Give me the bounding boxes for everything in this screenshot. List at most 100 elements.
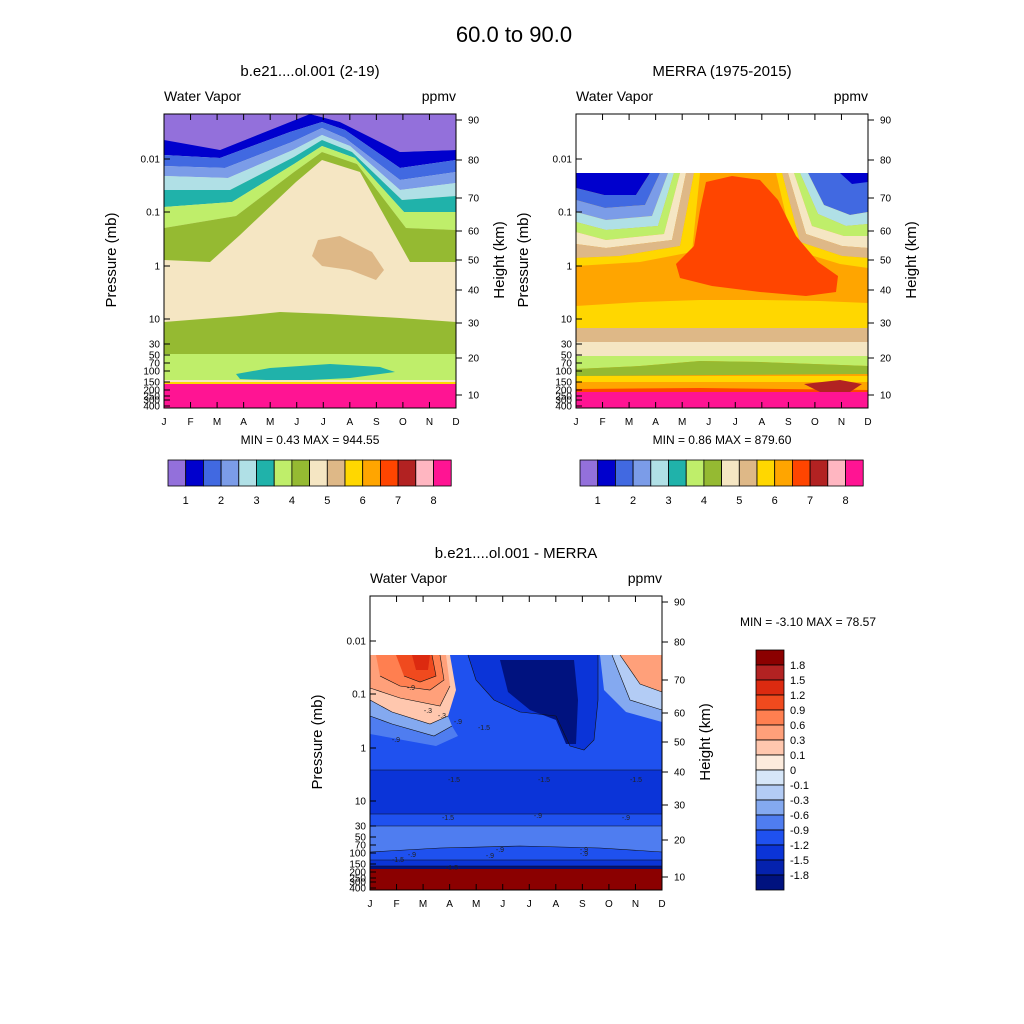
colorbar-label: -0.6	[790, 810, 809, 822]
x-tick-label: M	[419, 899, 427, 910]
y-tick-label: 0.01	[347, 637, 367, 648]
y2-tick-label: 70	[674, 676, 686, 687]
contour-band	[164, 380, 456, 382]
x-tick-label: J	[574, 417, 579, 428]
x-tick-label: O	[399, 417, 407, 428]
y-tick-label: 150	[143, 378, 160, 389]
y2-tick-label: 10	[674, 873, 686, 884]
y-tick-label: 100	[143, 367, 160, 378]
x-tick-label: A	[240, 417, 247, 428]
contour-band	[788, 173, 868, 248]
colorbar-swatch	[362, 459, 381, 487]
y2-tick-label: 30	[674, 801, 686, 812]
contour-band	[164, 152, 456, 262]
x-tick-label: S	[785, 417, 792, 428]
units-label: ppmv	[422, 88, 456, 104]
contour-band	[800, 173, 868, 226]
x-tick-label: D	[452, 417, 459, 428]
contour-band	[576, 300, 868, 328]
variable-label: Water Vapor	[576, 88, 653, 104]
plot-area	[164, 114, 456, 408]
colorbar-label: 4	[701, 495, 707, 507]
contour-band	[164, 146, 456, 230]
colorbar-swatch	[755, 874, 785, 891]
x-tick-label: F	[393, 899, 399, 910]
y2-axis: 90 80 70 60 50 40 30 20 10	[456, 116, 480, 402]
contour-label: -1.5	[538, 777, 550, 784]
y2-tick-label: 60	[674, 709, 686, 720]
x-tick-label: J	[294, 417, 299, 428]
y-tick-label: 0.1	[352, 690, 366, 701]
colorbar-swatch	[755, 814, 785, 831]
contour-band	[576, 356, 868, 369]
colorbar-swatch	[755, 754, 785, 771]
colorbar-swatch	[755, 844, 785, 861]
colorbar-label: 2	[630, 495, 636, 507]
colorbar-label: -0.1	[790, 780, 809, 792]
colorbar-label: 0.1	[790, 750, 805, 762]
y2-tick-label: 30	[468, 319, 480, 330]
contour-label: -.9	[454, 719, 462, 726]
colorbar-label: 7	[395, 495, 401, 507]
colorbar-swatch	[756, 459, 776, 487]
contour-label: -1.5	[630, 777, 642, 784]
colorbar-swatch	[755, 694, 785, 711]
x-tick-label: F	[187, 417, 193, 428]
contour-band	[164, 128, 456, 190]
x-tick-label: M	[213, 417, 221, 428]
y-tick-label: 50	[355, 833, 367, 844]
contour-band	[412, 655, 430, 670]
y2-tick-label: 20	[674, 836, 686, 847]
colorbar-swatch	[579, 459, 599, 487]
colorbar-swatch	[755, 679, 785, 696]
colorbar-swatch	[827, 459, 846, 487]
y2-axis: 90 80 70 60 50 40 30 20 10	[868, 116, 892, 402]
y2-tick-label: 70	[880, 194, 892, 205]
colorbar-label: 1	[595, 495, 601, 507]
x-tick-label: A	[652, 417, 659, 428]
x-tick-label: A	[758, 417, 765, 428]
colorbar-label: -1.8	[790, 870, 809, 882]
colorbar-swatch	[755, 829, 785, 846]
colorbar-swatch	[809, 459, 829, 487]
contour-label: -1.5	[392, 857, 404, 864]
x-tick-label: A	[552, 899, 559, 910]
y-tick-label: 0.1	[146, 208, 160, 219]
panel-title: b.e21....ol.001 (2-19)	[240, 63, 379, 80]
colorbar-label: 1	[183, 495, 189, 507]
y-axis-label: Pressure (mb)	[103, 212, 120, 307]
contour-label: -1.5	[448, 777, 460, 784]
panel-title: MERRA (1975-2015)	[652, 63, 791, 80]
contour-band	[370, 814, 662, 826]
colorbar-swatch	[755, 769, 785, 786]
y-tick-label: 10	[561, 315, 573, 326]
y2-axis-label: Height (km)	[491, 221, 508, 299]
panel-merra: MERRA (1975-2015) Water Vapor ppmv Press…	[515, 63, 920, 507]
colorbar-swatch	[291, 459, 310, 487]
y2-tick-label: 10	[880, 391, 892, 402]
colorbar-swatch	[845, 459, 864, 487]
variable-label: Water Vapor	[164, 88, 241, 104]
y2-tick-label: 80	[880, 156, 892, 167]
x-tick-label: J	[527, 899, 532, 910]
x-tick-label: O	[811, 417, 819, 428]
contour-label: -.9	[496, 847, 504, 854]
contour-band	[576, 173, 674, 230]
y2-tick-label: 50	[880, 256, 892, 267]
y-tick-label: 150	[555, 378, 572, 389]
x-tick-label: J	[321, 417, 326, 428]
y2-tick-label: 40	[880, 286, 892, 297]
x-tick-label: S	[579, 899, 586, 910]
figure-title: 60.0 to 90.0	[456, 22, 572, 47]
y2-tick-label: 80	[674, 638, 686, 649]
colorbar-label: -0.9	[790, 825, 809, 837]
y-tick-label: 200	[143, 386, 160, 397]
colorbar-label: 1.8	[790, 660, 805, 672]
contour-band	[312, 236, 384, 280]
y-tick-label: 400	[143, 402, 160, 413]
contour-band	[164, 114, 456, 152]
y-tick-label: 100	[555, 367, 572, 378]
